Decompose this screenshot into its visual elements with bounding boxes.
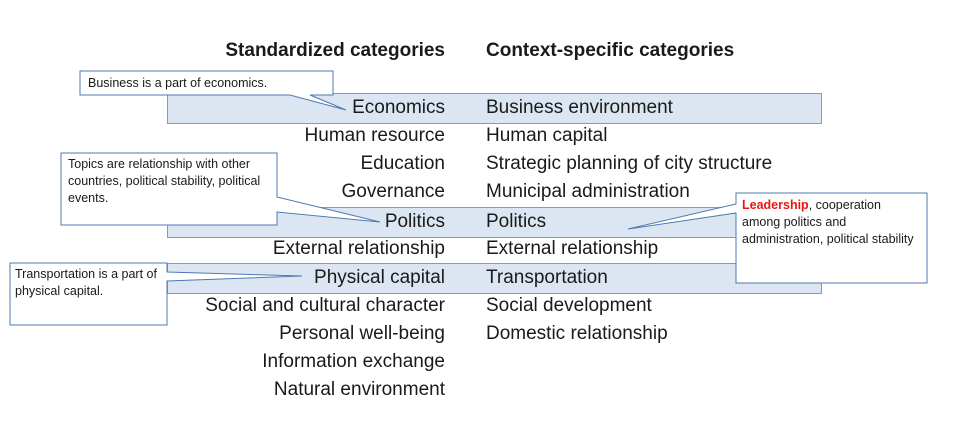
context-item: Domestic relationship: [486, 323, 668, 344]
callout-topics-box: [60, 152, 381, 226]
standardized-item: Education: [360, 153, 445, 174]
context-item: Transportation: [486, 267, 608, 288]
context-item: External relationship: [486, 238, 659, 259]
callout-transportation-box: [9, 262, 303, 326]
callout-leadership-box: [627, 192, 928, 284]
band-economics: [167, 93, 822, 124]
callout-business-box: [79, 70, 347, 111]
standardized-item: Personal well-being: [279, 323, 445, 344]
callout-business-text: Business is a part of economics.: [88, 76, 268, 90]
callout-topics-text: Topics are relationship with other count…: [68, 157, 261, 205]
standardized-item: Social and cultural character: [205, 295, 445, 316]
callout-leadership-text: Leadership, cooperation among politics a…: [742, 197, 922, 248]
standardized-item: Politics: [384, 211, 445, 232]
standardized-item: Physical capital: [314, 267, 445, 288]
leadership-highlight: Leadership: [742, 198, 809, 212]
standardized-item: Governance: [341, 181, 445, 202]
leadership-rest: , cooperation among politics and adminis…: [742, 198, 914, 246]
context-item: Politics: [486, 211, 547, 232]
standardized-item: External relationship: [272, 238, 445, 259]
context-item: Strategic planning of city structure: [486, 153, 773, 174]
context-specific-header: Context-specific categories: [486, 40, 735, 61]
context-item: Social development: [486, 295, 652, 316]
band-physical-capital: [167, 263, 822, 294]
context-item: Business environment: [486, 97, 673, 118]
standardized-header: Standardized categories: [225, 40, 445, 61]
standardized-item: Natural environment: [273, 379, 445, 400]
callout-transportation-text: Transportation is a part of physical cap…: [15, 267, 157, 298]
standardized-item: Economics: [352, 97, 445, 118]
context-item: Municipal administration: [486, 181, 690, 202]
context-item: Human capital: [486, 125, 608, 146]
standardized-item: Information exchange: [262, 351, 445, 372]
standardized-item: Human resource: [304, 125, 445, 146]
